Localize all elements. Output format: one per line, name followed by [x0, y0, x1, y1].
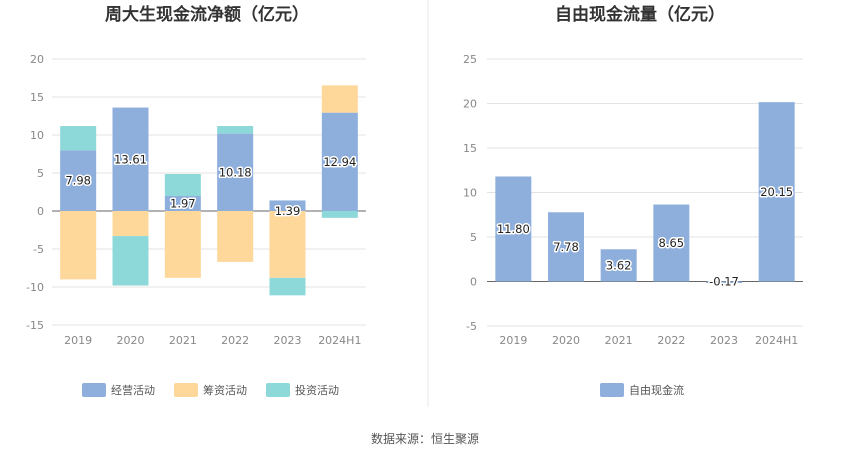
bar-投资活动	[269, 277, 306, 296]
x-tick-label: 2024H1	[318, 334, 361, 347]
legend-swatch	[266, 383, 290, 397]
bar-筹资活动	[164, 211, 201, 278]
x-tick-label: 2024H1	[755, 334, 798, 347]
bar-经营活动	[60, 150, 97, 211]
source-note: 数据来源：恒生聚源	[371, 431, 479, 446]
legend-swatch	[82, 383, 106, 397]
legend-label: 投资活动	[295, 383, 339, 397]
x-tick-label: 2022	[657, 334, 685, 347]
x-tick-label: 2019	[499, 334, 527, 347]
legend-swatch	[600, 383, 624, 397]
bar-投资活动	[60, 126, 97, 151]
data-label: 11.80	[497, 222, 530, 236]
data-label: 13.61	[114, 152, 147, 166]
y-tick-label: 0	[37, 205, 44, 218]
bar-筹资活动	[112, 211, 149, 237]
bar-经营活动	[321, 112, 358, 211]
chart-title: 周大生现金流净额（亿元）	[105, 4, 309, 25]
x-tick-label: 2020	[117, 334, 145, 347]
data-label: 7.98	[65, 174, 91, 188]
y-tick-label: 0	[470, 276, 477, 289]
bar-经营活动	[217, 133, 254, 211]
y-tick-label: 15	[463, 142, 477, 155]
y-tick-label: 5	[470, 231, 477, 244]
bar-投资活动	[321, 211, 358, 218]
chart-title: 自由现金流量（亿元）	[555, 4, 725, 25]
y-tick-label: -10	[26, 281, 44, 294]
x-tick-label: 2023	[710, 334, 738, 347]
y-tick-label: -5	[466, 320, 477, 333]
data-label: 12.94	[323, 155, 356, 169]
bar-筹资活动	[60, 211, 97, 280]
data-label: 1.39	[275, 204, 301, 218]
x-tick-label: 2021	[169, 334, 197, 347]
legend-swatch	[174, 383, 198, 397]
y-tick-label: -5	[33, 243, 44, 256]
bar-筹资活动	[269, 211, 306, 278]
data-label: 10.18	[219, 165, 252, 179]
bar-自由现金流	[706, 281, 742, 284]
data-label: 8.65	[659, 236, 685, 250]
x-tick-label: 2020	[552, 334, 580, 347]
bar-自由现金流	[758, 102, 795, 282]
legend-label: 经营活动	[111, 383, 155, 397]
y-tick-label: 25	[463, 53, 477, 66]
x-tick-label: 2021	[605, 334, 633, 347]
y-tick-label: 5	[37, 167, 44, 180]
bar-筹资活动	[321, 85, 358, 113]
chart-panel-2: 自由现金流量（亿元） -5 0 5 10 15 20 25 2019 2020 2021 2022 20…	[463, 4, 803, 397]
y-tick-label: 20	[463, 98, 477, 111]
x-tick-label: 2023	[274, 334, 302, 347]
y-tick-label: 20	[30, 53, 44, 66]
bar-投资活动	[112, 236, 149, 286]
x-tick-label: 2019	[64, 334, 92, 347]
y-tick-label: 15	[30, 91, 44, 104]
y-tick-label: -15	[26, 319, 44, 332]
chart-panel-1: 周大生现金流净额（亿元） -15 -10 -5 0 5 10 15 20 2019 2020 2021…	[26, 4, 366, 397]
data-label: -0.17	[709, 275, 739, 289]
bar-自由现金流	[548, 212, 584, 282]
legend-label: 筹资活动	[203, 383, 247, 397]
bar-经营活动	[269, 200, 306, 211]
bar-经营活动	[112, 107, 149, 211]
bar-投资活动	[217, 126, 254, 134]
y-tick-label: 10	[30, 129, 44, 142]
data-label: 7.78	[553, 240, 579, 254]
data-label: 20.15	[760, 185, 793, 199]
x-tick-label: 2022	[221, 334, 249, 347]
bar-自由现金流	[653, 204, 690, 282]
data-label: 3.62	[606, 258, 632, 272]
bar-投资活动	[164, 173, 201, 197]
bar-自由现金流	[600, 249, 637, 282]
y-tick-label: 10	[463, 187, 477, 200]
bar-自由现金流	[495, 176, 532, 282]
bar-筹资活动	[217, 211, 254, 262]
bar-经营活动	[164, 196, 201, 211]
legend-label: 自由现金流	[629, 383, 684, 397]
data-label: 1.97	[170, 197, 196, 211]
